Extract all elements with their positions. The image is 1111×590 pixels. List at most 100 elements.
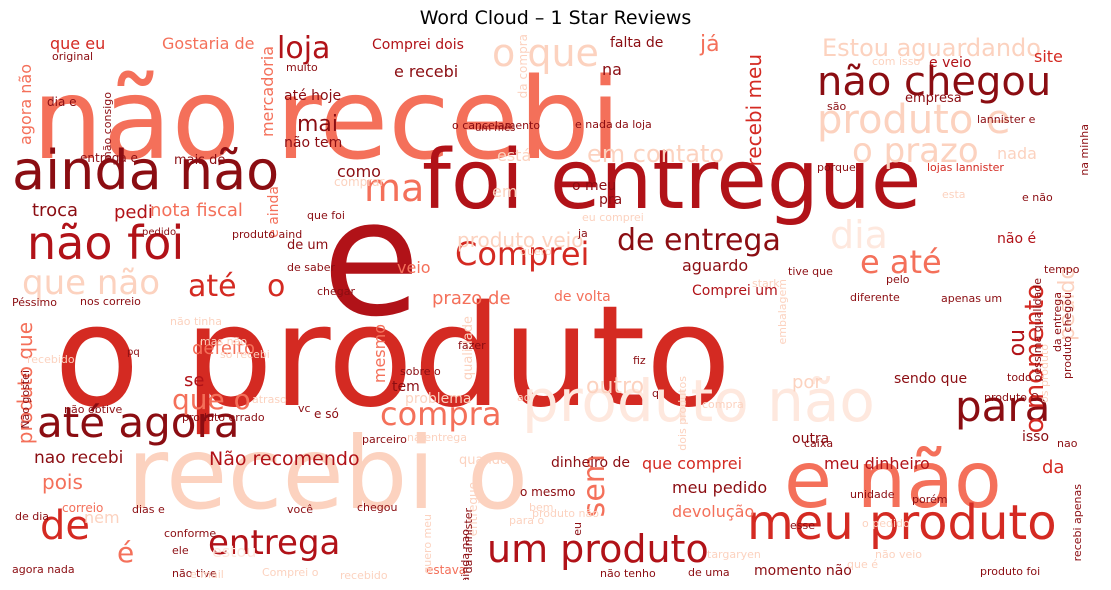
word-e-veio: e veio bbox=[929, 55, 972, 71]
word-nao-obtive: não obtive bbox=[64, 403, 123, 416]
word-na-entrega: na entrega bbox=[407, 431, 468, 444]
word-recebi-o: recebi o bbox=[127, 415, 529, 532]
word-pedi: pedi bbox=[114, 202, 153, 223]
word-dias-e: dias e bbox=[132, 503, 165, 516]
word-nao-foi: não foi bbox=[27, 216, 185, 270]
word-para: para bbox=[955, 382, 1051, 431]
word-caixa: caixa bbox=[804, 437, 834, 450]
word-mercadoria: mercadoria bbox=[258, 46, 277, 138]
word-recebido: recebido bbox=[27, 353, 75, 366]
word-isso: isso bbox=[1022, 429, 1050, 445]
word-todo: todo bbox=[1007, 371, 1032, 384]
word-dia-e: dia e bbox=[47, 95, 77, 109]
word-stark: stark bbox=[752, 277, 780, 290]
word-dois-produtos: dois produtos bbox=[676, 376, 689, 451]
word-ou: ou bbox=[1005, 329, 1030, 357]
word-com-isso: com isso bbox=[872, 55, 921, 68]
word-e-so: e só bbox=[314, 407, 339, 421]
word-que-nao: que não bbox=[22, 263, 161, 303]
word-produto-aind: produto aind bbox=[232, 228, 303, 241]
word-em: em bbox=[492, 182, 518, 201]
word-lannister-e: lannister e bbox=[977, 113, 1036, 126]
word-pedido: pedido bbox=[142, 227, 177, 238]
word-sao: são bbox=[827, 100, 847, 113]
word-outro: outro bbox=[586, 374, 645, 399]
word-nao-recebi: nao recebi bbox=[34, 448, 124, 468]
word-apenas-um: apenas um bbox=[941, 292, 1003, 305]
word-o-pedido: o pedido bbox=[862, 517, 910, 530]
word-pelo: pelo bbox=[886, 273, 910, 286]
word-ele: ele bbox=[172, 544, 189, 557]
word-ainda-nao: ainda não bbox=[12, 139, 280, 202]
word-nao-veio: não veio bbox=[875, 548, 923, 561]
word-da-lannister: da lannister bbox=[462, 508, 475, 574]
word-um-produto: um produto bbox=[487, 527, 709, 571]
word-tem: tem bbox=[392, 379, 420, 395]
word-nao-gostei: Não gostei bbox=[19, 370, 32, 429]
word-na: na bbox=[602, 60, 622, 79]
word-que-eu: que eu bbox=[50, 34, 106, 53]
word-e: é bbox=[117, 536, 135, 569]
word-quero: quero bbox=[520, 245, 552, 258]
word-quando: quando bbox=[459, 453, 508, 468]
word-nao-tem: não tem bbox=[284, 135, 343, 151]
word-que-comprei: que comprei bbox=[642, 454, 743, 473]
word-sendo-que: sendo que bbox=[894, 371, 968, 387]
word-que-foi: que foi bbox=[307, 209, 345, 222]
word-ate: até bbox=[188, 269, 237, 304]
word-mas-nao: mas não bbox=[200, 335, 248, 348]
word-de-um: de um bbox=[287, 238, 329, 253]
word-se: se bbox=[184, 370, 205, 391]
word-quero-meu: quero meu bbox=[421, 514, 434, 574]
word-recebi-meu: recebi meu bbox=[742, 54, 766, 167]
word-pra: pra bbox=[599, 192, 623, 208]
word-vc: vc bbox=[298, 402, 311, 415]
word-mais-de: mais de bbox=[174, 153, 226, 168]
word-porque: porque bbox=[817, 161, 856, 174]
word-e-nao: e não bbox=[784, 436, 1002, 526]
word-conforme: conforme bbox=[164, 527, 217, 540]
word-tempo: tempo bbox=[1044, 263, 1080, 276]
word-ja: já bbox=[700, 34, 720, 57]
word-embalagem: embalagem bbox=[776, 279, 789, 345]
word-e-nada: e nada bbox=[575, 118, 613, 131]
word-defeito: defeito bbox=[192, 338, 255, 359]
word-comprei-um: Comprei um bbox=[692, 283, 778, 299]
word-eu: eu bbox=[571, 522, 584, 536]
word-agora-nada: agora nada bbox=[12, 563, 75, 576]
word-produto-o: produto O bbox=[984, 391, 1040, 404]
word-compra: compra bbox=[380, 395, 502, 433]
word-e-recebi: e recebi bbox=[394, 62, 459, 81]
word-nao-recomendo: Não recomendo bbox=[209, 448, 360, 470]
word-problema: problema bbox=[405, 391, 472, 407]
word-tive-que: tive que bbox=[788, 265, 833, 278]
word-e-mail: e mail bbox=[190, 568, 224, 580]
word-meu-produto: meu produto bbox=[747, 495, 1057, 551]
word-meu-dinheiro: meu dinheiro bbox=[824, 454, 930, 473]
word-de-volta: de volta bbox=[554, 289, 611, 305]
word-meu-pedido: meu pedido bbox=[672, 478, 768, 497]
word-por: por bbox=[792, 372, 822, 393]
word-nada: nada bbox=[997, 144, 1037, 163]
word-devolucao: devolução bbox=[672, 502, 755, 521]
word-mai: mai bbox=[297, 112, 339, 137]
word-mesmo: mesmo bbox=[370, 324, 389, 384]
word-dia: dia bbox=[830, 213, 888, 257]
word-chegar: chegar bbox=[317, 285, 356, 298]
word-nao: nao bbox=[1057, 437, 1078, 450]
word-de-dia: de dia bbox=[15, 510, 50, 523]
word-muito: muito bbox=[286, 61, 318, 74]
word-o-meu: o meu bbox=[572, 178, 617, 194]
word-prazo-de: prazo de bbox=[432, 288, 511, 309]
word-produto-nao: produto não bbox=[522, 367, 875, 435]
word-de-saber: de saber bbox=[287, 261, 335, 274]
word-produto-nao: produto não bbox=[532, 507, 599, 520]
word-q: q bbox=[652, 387, 659, 400]
word-pois: pois bbox=[42, 470, 83, 494]
word-os-produto: os produto bbox=[1038, 344, 1051, 403]
word-unidade: unidade bbox=[850, 488, 895, 501]
word-nao-chegou: não chegou bbox=[817, 59, 1052, 105]
word-loja: loja bbox=[277, 34, 331, 66]
word-dinheiro-de: dinheiro de bbox=[551, 455, 630, 471]
word-pq: pq bbox=[127, 347, 140, 358]
